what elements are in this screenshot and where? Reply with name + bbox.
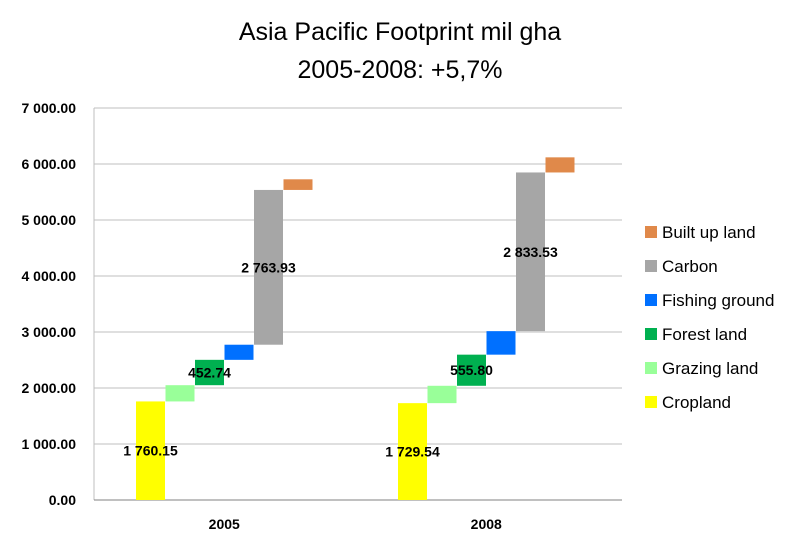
legend-swatch bbox=[645, 260, 657, 272]
data-label: 1 729.54 bbox=[385, 444, 440, 460]
data-label: 2 763.93 bbox=[241, 259, 296, 275]
chart-subtitle: 2005-2008: +5,7% bbox=[297, 56, 503, 84]
y-tick-label: 2 000.00 bbox=[22, 380, 77, 396]
legend-swatch bbox=[645, 362, 657, 374]
data-label: 452.74 bbox=[188, 365, 231, 381]
legend-label: Grazing land bbox=[662, 359, 758, 378]
bar-cropland bbox=[398, 403, 427, 500]
legend-swatch bbox=[645, 396, 657, 408]
bar-fishing-ground bbox=[224, 344, 254, 360]
bar-grazing-land bbox=[427, 385, 457, 404]
x-tick-label: 2005 bbox=[209, 516, 240, 532]
legend-swatch bbox=[645, 226, 657, 238]
legend-swatch bbox=[645, 328, 657, 340]
data-label: 555.80 bbox=[450, 362, 493, 378]
x-tick-label: 2008 bbox=[471, 516, 502, 532]
bar-built-up-land bbox=[283, 179, 313, 190]
y-tick-label: 5 000.00 bbox=[22, 212, 77, 228]
bar-forest-land bbox=[457, 354, 486, 386]
y-axis-tick-labels: 0.00 1 000.00 2 000.00 3 000.00 4 000.00 5 00… bbox=[22, 100, 77, 508]
legend: Built up land Carbon Fishing ground Forest … bbox=[645, 223, 774, 412]
bar-built-up-land bbox=[545, 157, 575, 173]
bar-carbon bbox=[254, 189, 283, 345]
data-labels: 1 760.15 452.74 2 763.93 1 729.54 555.80 2 83… bbox=[123, 244, 558, 460]
data-label: 1 760.15 bbox=[123, 443, 178, 459]
legend-label: Forest land bbox=[662, 325, 747, 344]
legend-label: Fishing ground bbox=[662, 291, 774, 310]
legend-label: Built up land bbox=[662, 223, 756, 242]
y-tick-label: 7 000.00 bbox=[22, 100, 77, 116]
legend-label: Cropland bbox=[662, 393, 731, 412]
y-tick-label: 6 000.00 bbox=[22, 156, 77, 172]
data-label: 2 833.53 bbox=[503, 244, 558, 260]
y-tick-label: 0.00 bbox=[49, 492, 76, 508]
x-axis-tick-labels: 2005 2008 bbox=[209, 516, 502, 532]
bar-carbon bbox=[516, 172, 545, 332]
gridlines bbox=[93, 107, 622, 501]
bar-fishing-ground bbox=[486, 331, 516, 355]
bar-grazing-land bbox=[165, 385, 195, 402]
y-tick-label: 3 000.00 bbox=[22, 324, 77, 340]
chart-title: Asia Pacific Footprint mil gha bbox=[238, 18, 562, 46]
bar-forest-land bbox=[195, 359, 224, 386]
y-tick-label: 4 000.00 bbox=[22, 268, 77, 284]
bar-cropland bbox=[136, 401, 165, 500]
legend-swatch bbox=[645, 294, 657, 306]
y-tick-label: 1 000.00 bbox=[22, 436, 77, 452]
legend-label: Carbon bbox=[662, 257, 718, 276]
bars bbox=[136, 157, 575, 500]
